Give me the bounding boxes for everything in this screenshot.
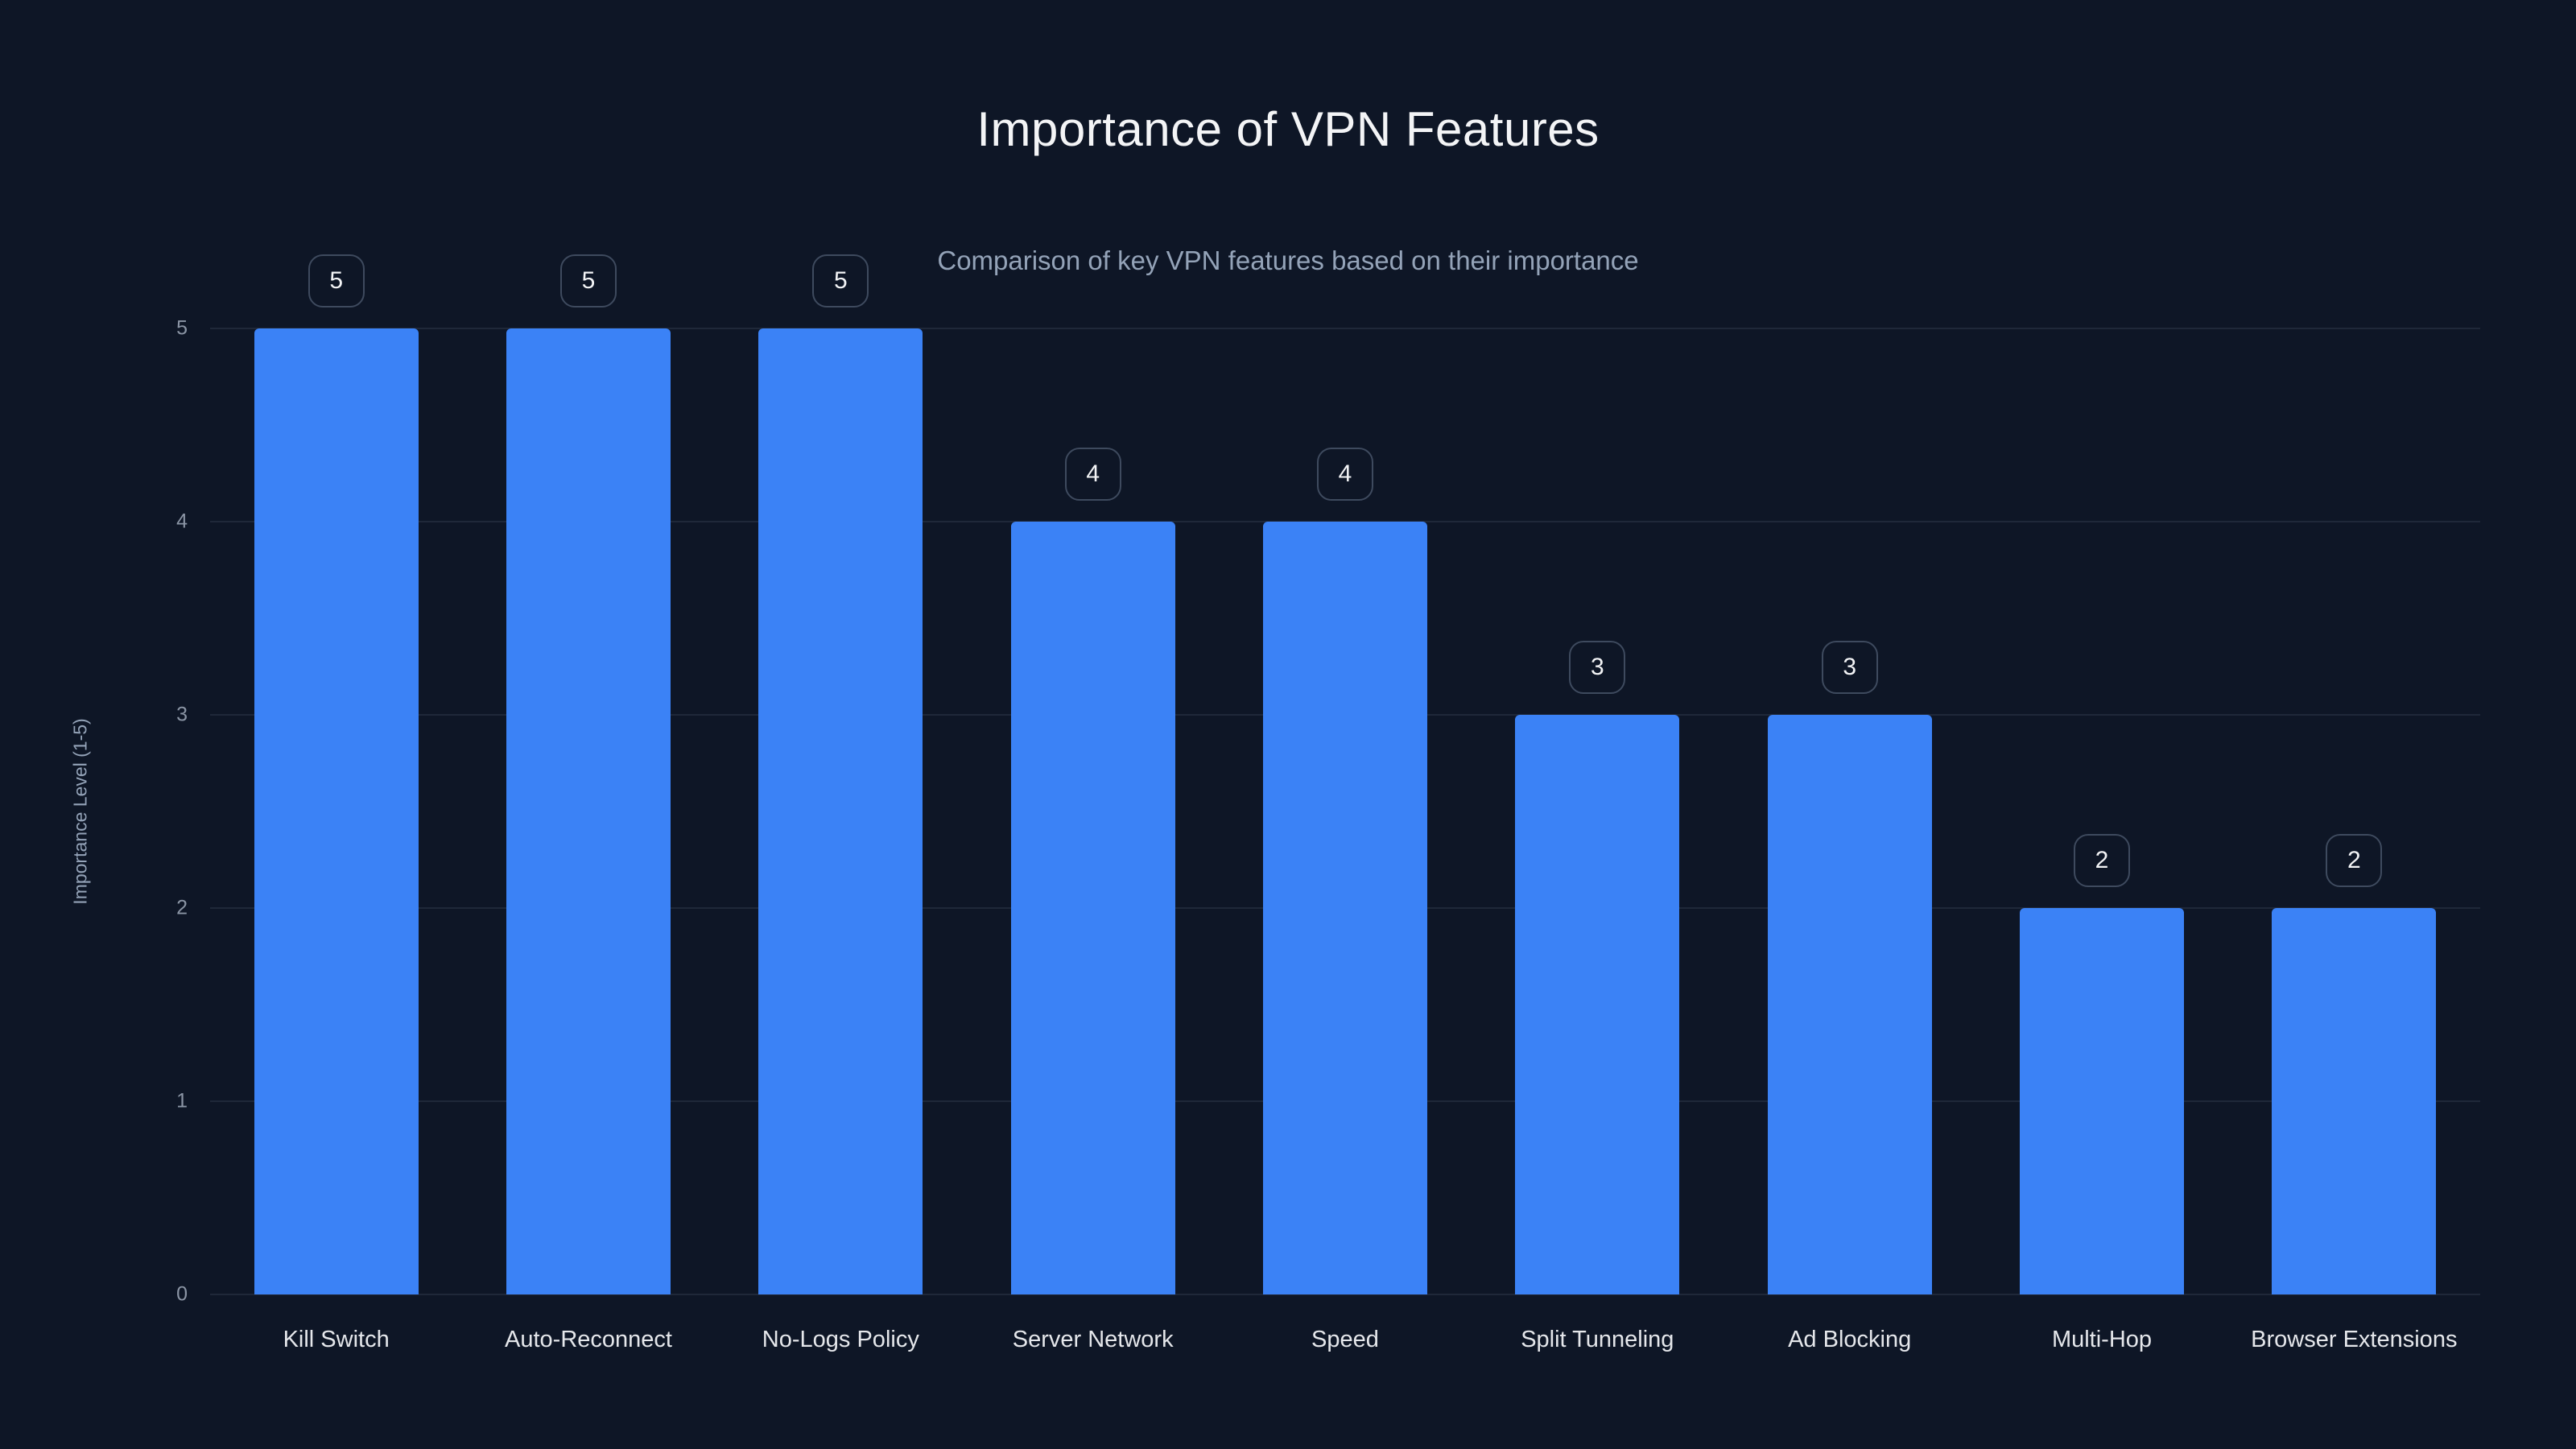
value-badge: 2 bbox=[2073, 834, 2130, 887]
bar-column: 5 Auto-Reconnect bbox=[462, 254, 714, 1352]
bar-column: 3 Ad Blocking bbox=[1724, 328, 1975, 1352]
category-label: Ad Blocking bbox=[1788, 1327, 1912, 1352]
y-axis-label: Importance Level (1-5) bbox=[69, 718, 91, 905]
chart-title: Importance of VPN Features bbox=[976, 102, 1600, 156]
category-label: Kill Switch bbox=[283, 1327, 390, 1352]
bar-column: 2 Browser Extensions bbox=[2228, 328, 2480, 1352]
bar bbox=[1010, 522, 1175, 1294]
bar-column: 5 Kill Switch bbox=[210, 254, 462, 1352]
bar bbox=[1515, 715, 1680, 1294]
bar-column: 4 Speed bbox=[1219, 328, 1471, 1352]
category-label: Server Network bbox=[1012, 1327, 1174, 1352]
category-label: Speed bbox=[1311, 1327, 1379, 1352]
value-badge: 5 bbox=[308, 254, 365, 308]
bar bbox=[1767, 715, 1932, 1294]
y-tick-label-3: 3 bbox=[176, 703, 188, 726]
y-tick-label-5: 5 bbox=[176, 316, 188, 340]
bar-column: 4 Server Network bbox=[967, 328, 1219, 1352]
value-badge: 3 bbox=[1569, 641, 1626, 694]
plot-area: 0 1 2 3 4 5 5 Kill Switch 5 Auto-Reconnect 5 No-Log… bbox=[176, 254, 2480, 1352]
chart-subtitle: Comparison of key VPN features based on … bbox=[937, 246, 1639, 275]
gridline-0 bbox=[210, 1294, 2480, 1295]
bar bbox=[1262, 522, 1427, 1294]
bar bbox=[758, 328, 923, 1294]
value-badge: 4 bbox=[1064, 448, 1121, 501]
gridline-5 bbox=[210, 328, 2480, 329]
bar bbox=[254, 328, 419, 1294]
category-label: Split Tunneling bbox=[1521, 1327, 1674, 1352]
bar bbox=[506, 328, 671, 1294]
y-tick-label-1: 1 bbox=[176, 1089, 188, 1113]
y-tick-label-2: 2 bbox=[176, 896, 188, 919]
value-badge: 2 bbox=[2326, 834, 2383, 887]
bar bbox=[2019, 908, 2184, 1294]
bar bbox=[2272, 908, 2437, 1294]
value-badge: 5 bbox=[559, 254, 617, 308]
bar-column: 3 Split Tunneling bbox=[1472, 328, 1724, 1352]
category-label: Browser Extensions bbox=[2251, 1327, 2458, 1352]
value-badge: 3 bbox=[1821, 641, 1878, 694]
bar-column: 5 No-Logs Policy bbox=[715, 254, 967, 1352]
y-tick-label-0: 0 bbox=[176, 1282, 188, 1306]
category-label: No-Logs Policy bbox=[762, 1327, 919, 1352]
y-tick-label-4: 4 bbox=[176, 510, 188, 533]
category-label: Auto-Reconnect bbox=[505, 1327, 672, 1352]
bar-column: 2 Multi-Hop bbox=[1975, 328, 2227, 1352]
value-badge: 5 bbox=[812, 254, 869, 308]
value-badge: 4 bbox=[1316, 448, 1373, 501]
category-label: Multi-Hop bbox=[2051, 1327, 2153, 1352]
